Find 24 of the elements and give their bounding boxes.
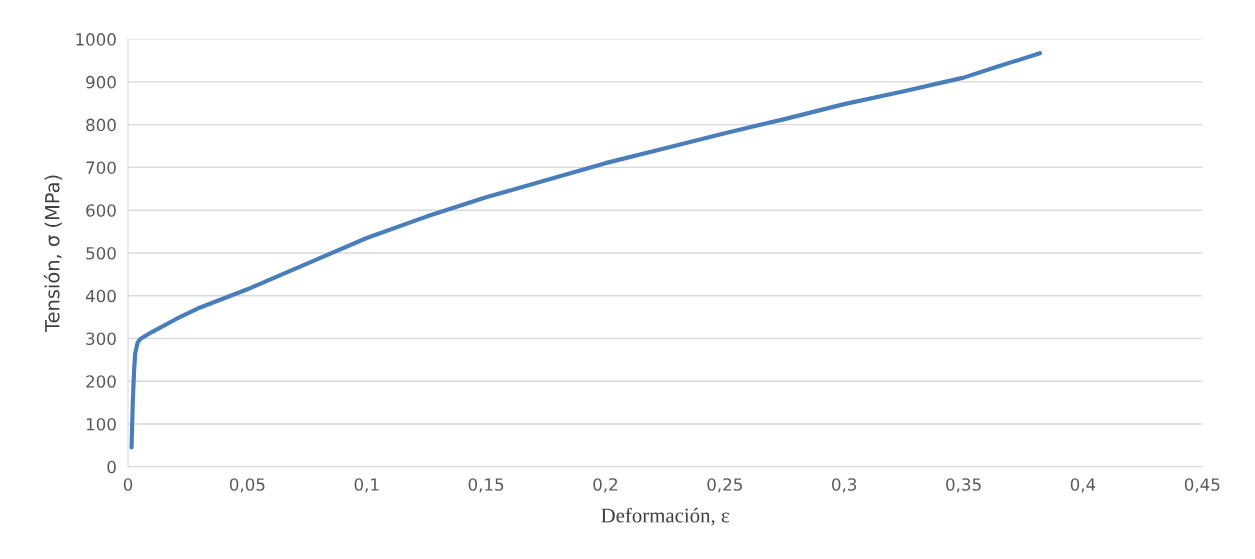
y-tick-label: 300 — [86, 332, 116, 346]
y-tick-label: 600 — [86, 204, 116, 217]
y-tick-label: 0 — [107, 460, 116, 474]
x-tick-label: 0,3 — [832, 478, 857, 493]
y-tick-label: 100 — [86, 417, 116, 431]
y-tick-label: 1000 — [76, 33, 116, 46]
y-tick-label: 500 — [86, 246, 116, 260]
x-tick-label: 0,2 — [593, 478, 618, 493]
y-tick-label: 400 — [85, 289, 116, 303]
y-tick-label: 200 — [86, 375, 116, 388]
y-tick-label: 900 — [86, 75, 116, 89]
x-axis-title: Deformación, ε — [601, 507, 730, 526]
x-tick-label: 0,45 — [1184, 478, 1220, 493]
y-tick-label: 800 — [86, 118, 116, 132]
x-tick-label: 0 — [123, 478, 133, 491]
x-tick-label: 0,4 — [1070, 478, 1096, 493]
y-axis-title: Tensión, σ (MPa) — [43, 175, 62, 333]
x-tick-label: 0,15 — [468, 478, 504, 493]
line-series — [129, 51, 1043, 450]
x-tick-label: 0,1 — [354, 478, 379, 493]
y-tick-label: 700 — [86, 161, 116, 174]
x-tick-label: 0,25 — [707, 478, 742, 493]
x-tick-label: 0,05 — [229, 478, 265, 493]
x-tick-label: 0,35 — [946, 478, 981, 493]
